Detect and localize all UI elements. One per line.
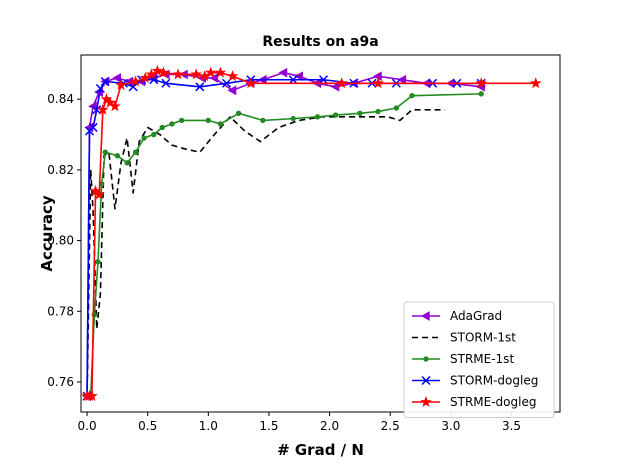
y-axis-ticks: 0.76 0.78 0.80 0.82 0.84 — [47, 92, 81, 389]
y-tick-label: 0.82 — [47, 163, 74, 177]
data-point — [178, 117, 185, 124]
data-point — [97, 103, 109, 115]
x-tick-label: 2.0 — [320, 419, 339, 433]
axes-frame — [80, 54, 561, 413]
data-point — [209, 73, 219, 83]
data-point — [100, 76, 110, 87]
data-point — [475, 77, 487, 89]
data-point — [290, 115, 296, 122]
data-point — [114, 153, 121, 159]
series-line — [86, 108, 445, 400]
data-point — [217, 121, 224, 127]
data-point — [151, 64, 164, 76]
data-point — [227, 85, 237, 96]
y-tick-label: 0.78 — [47, 304, 74, 318]
y-axis-title: Accuracy — [38, 195, 56, 271]
plot-area — [81, 64, 542, 401]
data-point — [102, 149, 108, 155]
data-point — [278, 67, 288, 78]
data-point — [190, 68, 202, 80]
data-point — [86, 390, 98, 401]
chart-title: Results on a9a — [262, 34, 378, 50]
data-point — [157, 66, 170, 78]
data-point — [92, 105, 102, 115]
data-point — [205, 66, 217, 78]
y-tick-label: 0.76 — [47, 375, 74, 389]
data-point — [530, 77, 542, 89]
data-point — [139, 71, 152, 83]
x-tick-label: 2.5 — [381, 419, 400, 433]
legend-label: STORM-1st — [450, 331, 516, 345]
data-point — [172, 68, 184, 80]
data-point — [198, 70, 211, 82]
data-point — [205, 117, 212, 124]
data-point — [409, 92, 415, 99]
data-point — [129, 75, 142, 87]
series-line — [87, 93, 482, 397]
series-strme-dogleg — [81, 64, 542, 401]
data-point — [245, 77, 257, 89]
legend-label: STRME-dogleg — [450, 395, 536, 409]
data-point — [420, 395, 432, 407]
data-point — [357, 110, 363, 117]
data-point — [375, 108, 381, 115]
data-point — [95, 259, 101, 265]
data-point — [373, 71, 382, 82]
series-storm-1st — [86, 108, 445, 400]
data-point — [132, 149, 139, 155]
data-point — [314, 114, 321, 120]
legend-label: STRME-1st — [450, 352, 514, 366]
legend-box — [403, 301, 555, 418]
data-point — [124, 160, 130, 166]
x-axis-title: # Grad / N — [277, 441, 364, 459]
data-point — [226, 70, 239, 82]
data-point — [423, 356, 429, 362]
x-axis-ticks: 0.0 0.5 1.0 1.5 2.0 2.5 3.0 3.5 — [78, 412, 521, 433]
data-point — [319, 75, 329, 85]
data-point — [112, 73, 122, 83]
series-storm-dogleg — [82, 75, 486, 401]
data-point — [332, 112, 339, 118]
data-point — [161, 78, 171, 88]
data-point — [159, 124, 165, 131]
data-point — [151, 131, 157, 138]
data-point — [141, 135, 147, 141]
y-tick-label: 0.84 — [47, 92, 74, 106]
x-tick-label: 1.0 — [199, 419, 218, 433]
data-point — [420, 311, 430, 321]
data-point — [115, 79, 127, 90]
x-tick-label: 0.0 — [78, 419, 97, 433]
x-tick-label: 3.5 — [502, 419, 521, 433]
data-point — [478, 91, 484, 97]
series-strme-1st — [84, 91, 484, 399]
data-point — [109, 100, 121, 112]
legend-label: AdaGrad — [450, 309, 502, 323]
data-point — [88, 122, 98, 132]
data-point — [93, 188, 105, 200]
x-tick-label: 1.5 — [259, 419, 278, 433]
legend-label: STORM-dogleg — [450, 374, 538, 388]
data-point — [169, 121, 175, 127]
data-point — [235, 110, 242, 117]
axes: 0.0 0.5 1.0 1.5 2.0 2.5 3.0 3.5 0.76 0.78 0.80 0.8… — [47, 54, 561, 433]
data-point — [397, 74, 407, 85]
data-point — [195, 82, 205, 92]
data-point — [372, 77, 384, 89]
data-point — [294, 71, 303, 82]
data-point — [288, 75, 298, 85]
x-tick-label: 3.0 — [441, 419, 460, 433]
data-point — [421, 375, 431, 386]
data-point — [393, 105, 399, 111]
y-tick-label: 0.80 — [47, 234, 74, 248]
legend: AdaGrad STORM-1st STRME-1st STORM-dogleg STR… — [403, 301, 555, 418]
data-point — [260, 117, 266, 124]
data-point — [95, 84, 105, 94]
x-tick-label: 0.5 — [138, 419, 157, 433]
data-point — [335, 77, 348, 89]
data-point — [145, 68, 158, 80]
data-point — [214, 66, 227, 78]
